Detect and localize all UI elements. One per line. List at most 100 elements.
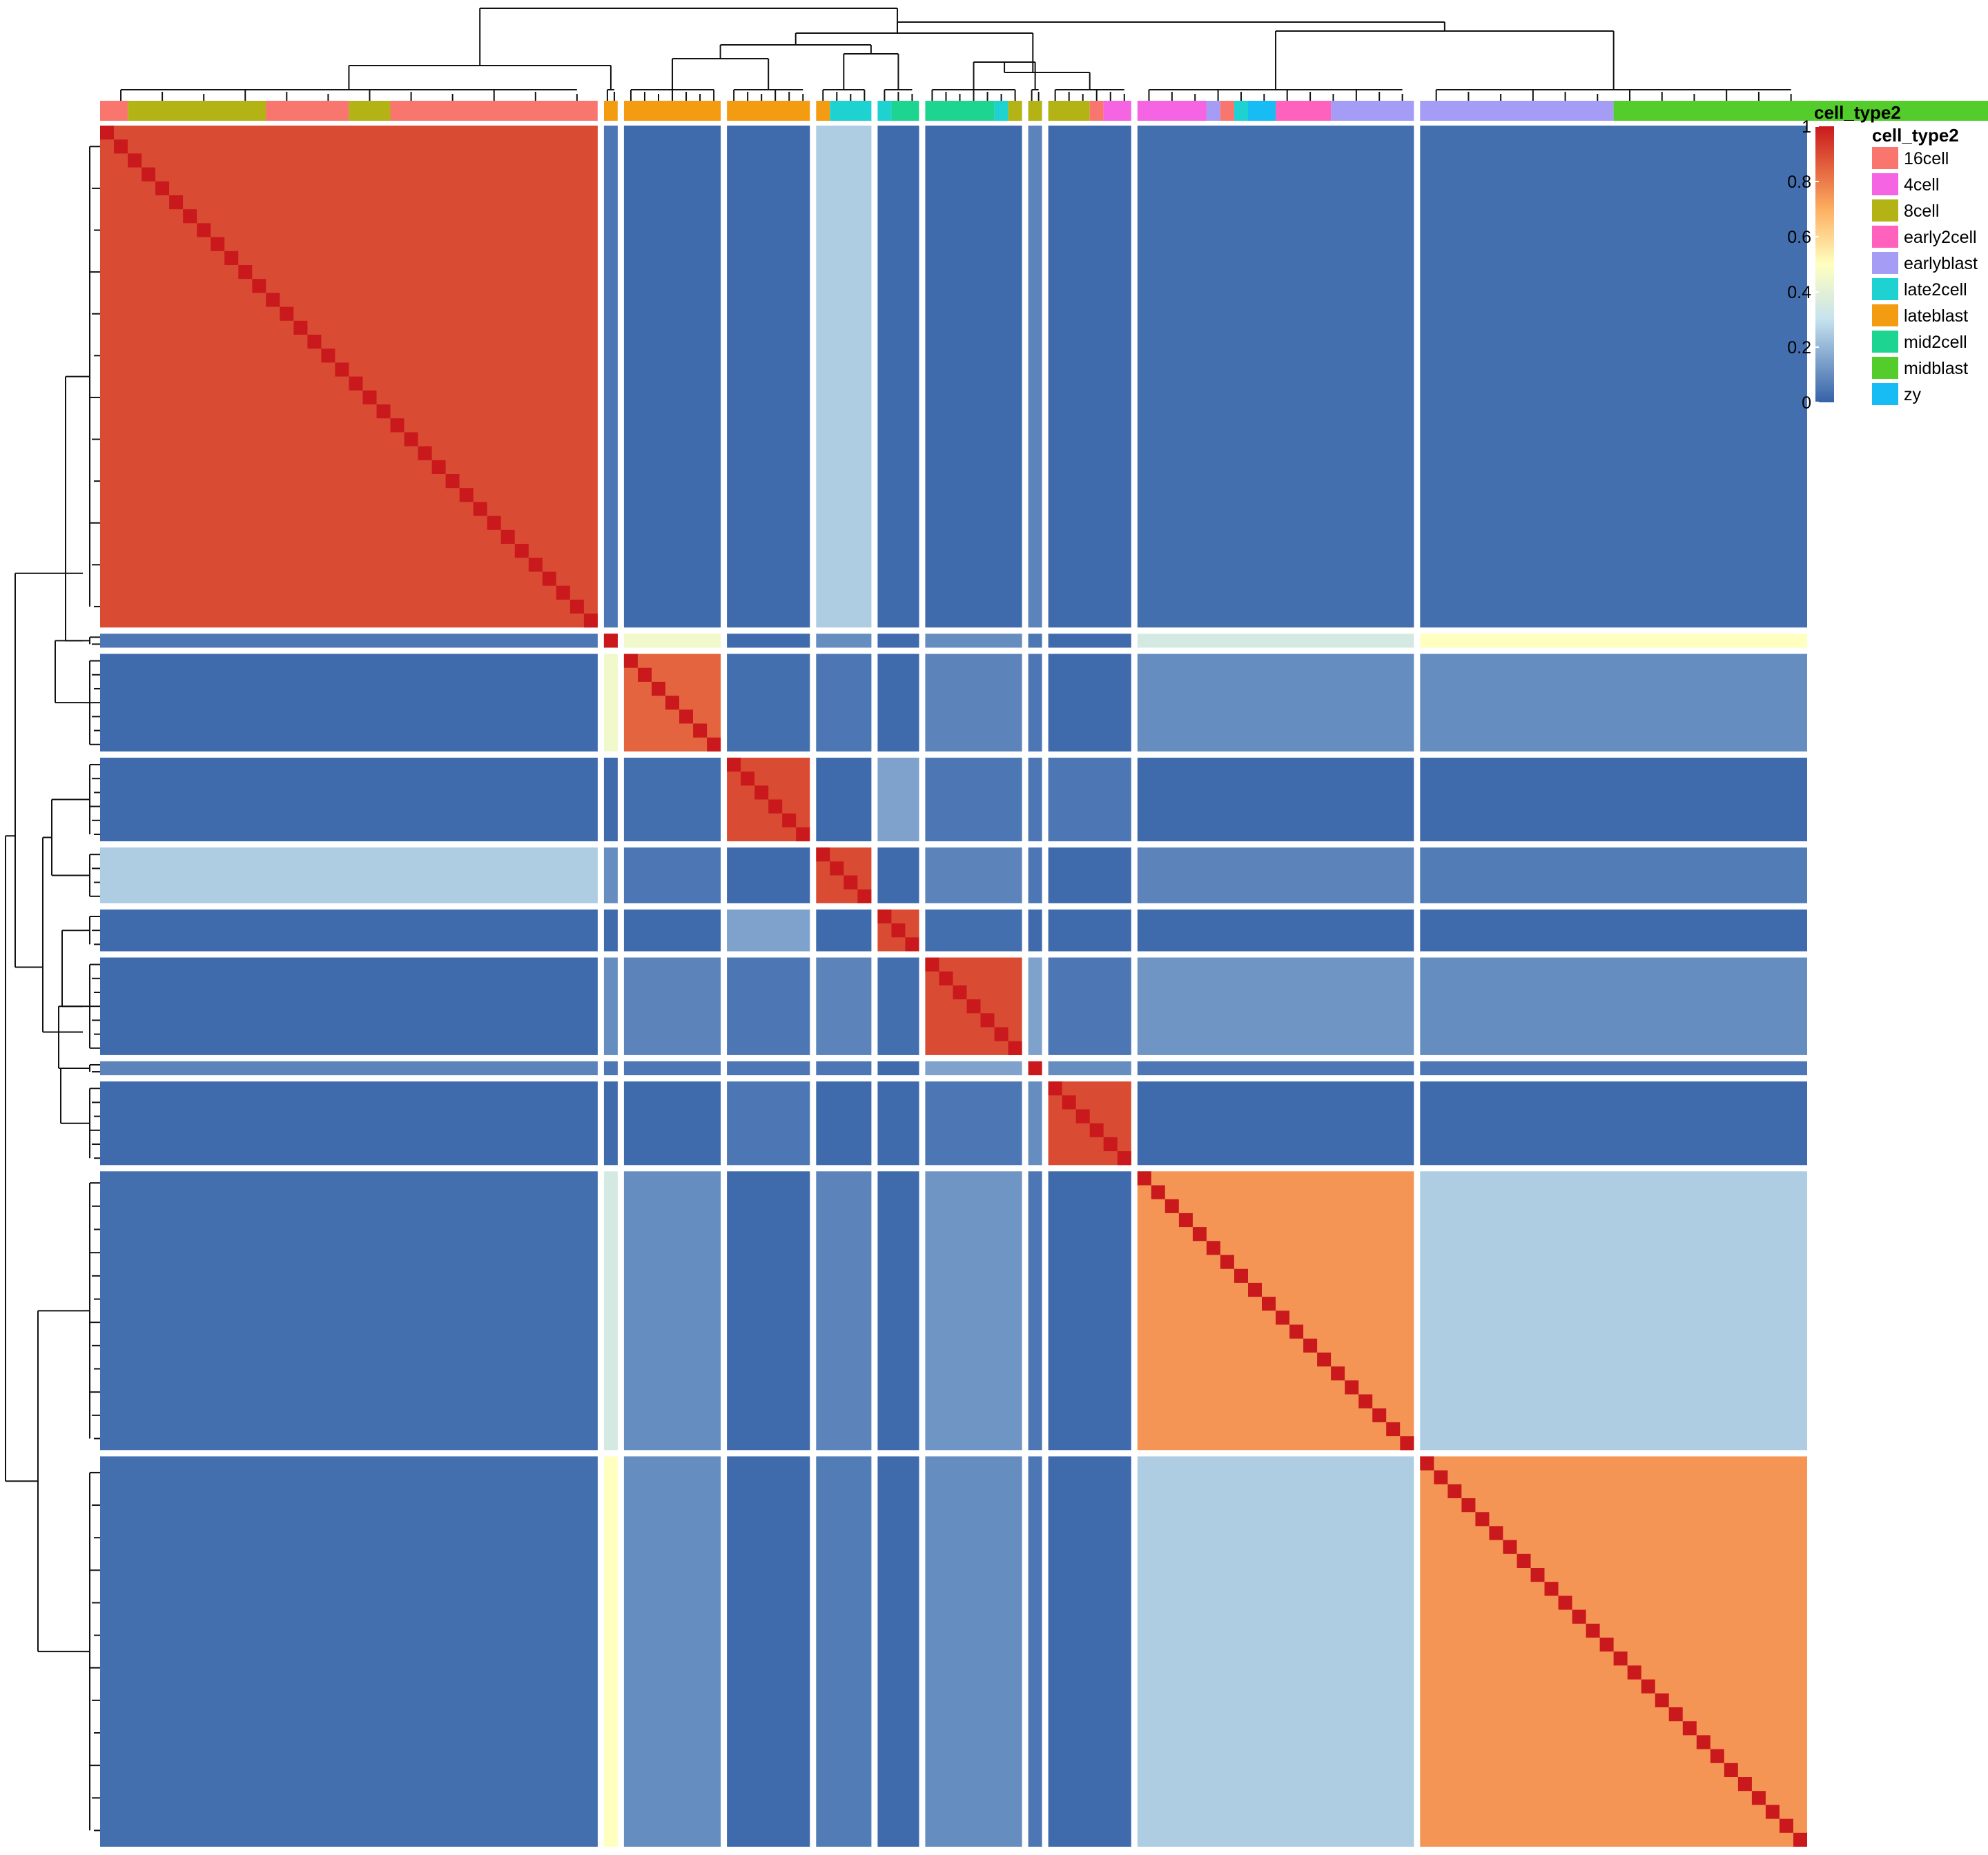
heatmap-cell	[603, 909, 618, 952]
heatmap-cell	[100, 757, 598, 842]
heatmap-cell	[1048, 634, 1131, 648]
heatmap-diagonal-cell	[603, 634, 618, 648]
heatmap-cell	[1420, 1081, 1807, 1166]
heatmap-diagonal-cell	[1178, 1213, 1193, 1228]
colorbar-tick-label: 0.4	[1787, 283, 1811, 302]
heatmap-diagonal-cell	[939, 971, 953, 985]
heatmap-cell	[1028, 1081, 1042, 1166]
annotation-segment	[128, 101, 266, 121]
legend-swatch	[1872, 304, 1898, 326]
heatmap-diagonal-cell	[1517, 1553, 1531, 1568]
heatmap-diagonal-cell	[638, 667, 652, 682]
heatmap-cell	[816, 909, 872, 952]
heatmap-cell	[727, 909, 810, 952]
heatmap-cell	[100, 1081, 598, 1166]
heatmap-cell	[603, 957, 618, 1055]
heatmap-cell	[925, 1061, 1022, 1076]
legend-swatch	[1872, 383, 1898, 405]
heatmap-cell	[877, 1171, 919, 1451]
heatmap-diagonal-cell	[1668, 1707, 1683, 1722]
colorbar-tick-label: 0.8	[1787, 173, 1811, 192]
heatmap-diagonal-cell	[128, 153, 142, 168]
colorbar-tick-label: 0	[1802, 393, 1811, 413]
heatmap-cell	[603, 847, 618, 903]
heatmap-diagonal-cell	[569, 599, 584, 614]
heatmap-diagonal-cell	[1475, 1512, 1490, 1527]
heatmap-cell	[925, 654, 1022, 752]
heatmap-diagonal-cell	[665, 696, 679, 710]
legend-label: earlyblast	[1904, 254, 1978, 273]
annotation-segment	[100, 101, 128, 121]
heatmap-diagonal-cell	[1372, 1408, 1387, 1422]
heatmap-diagonal-cell	[197, 223, 211, 237]
heatmap-cell	[1420, 757, 1807, 842]
heatmap-cell	[623, 634, 721, 648]
colorbar: 1 0.8 0.6 0.4 0.2 0	[1787, 117, 1834, 413]
heatmap-cell	[877, 1081, 919, 1166]
heatmap-diagonal-cell	[623, 654, 638, 668]
heatmap-cell	[877, 654, 919, 752]
heatmap-cell	[1420, 1061, 1807, 1076]
heatmap-cell	[1028, 634, 1042, 648]
annotation-segment	[1220, 101, 1234, 121]
heatmap-cell	[1028, 957, 1042, 1055]
annotation-gap	[597, 101, 604, 121]
heatmap-body	[100, 126, 1807, 1847]
heatmap-diagonal-cell	[727, 757, 741, 772]
heatmap-diagonal-cell	[857, 889, 872, 903]
heatmap-diagonal-cell	[155, 181, 170, 195]
annotation-segment	[1276, 101, 1332, 121]
annotation-segment	[623, 101, 830, 121]
heatmap-diagonal-cell	[390, 418, 405, 433]
annotation-segment	[266, 101, 349, 121]
legend-label: zy	[1904, 385, 1922, 404]
heatmap-diagonal-cell	[707, 737, 721, 752]
cell-type-legend: 16cell 4cell 8cell early2cell earlyblast late…	[1872, 147, 1978, 405]
heatmap-diagonal-cell	[980, 1013, 995, 1028]
colorbar-gradient	[1815, 126, 1834, 402]
heatmap-cell	[925, 1171, 1022, 1451]
heatmap-cell	[816, 1081, 872, 1166]
heatmap-diagonal-cell	[142, 167, 156, 181]
heatmap-diagonal-cell	[816, 847, 830, 862]
heatmap-cell	[1048, 1061, 1131, 1076]
annotation-segment	[390, 101, 598, 121]
heatmap-diagonal-cell	[1613, 1651, 1628, 1666]
heatmap-diagonal-cell	[1530, 1568, 1545, 1582]
heatmap-diagonal-cell	[583, 614, 598, 628]
heatmap-cell	[100, 1171, 598, 1451]
heatmap-diagonal-cell	[252, 279, 266, 293]
annotation-segment	[1206, 101, 1220, 121]
legend-swatch	[1872, 173, 1898, 195]
heatmap-cell	[816, 1171, 872, 1451]
heatmap-cell	[925, 126, 1022, 628]
heatmap-diagonal-cell	[376, 404, 391, 419]
heatmap-diagonal-cell	[1434, 1470, 1448, 1484]
annotation-gap	[1022, 101, 1029, 121]
row-dendrogram	[5, 146, 100, 1832]
heatmap-cell	[1420, 957, 1807, 1055]
heatmap-cell	[1420, 909, 1807, 952]
heatmap-cell	[1028, 1456, 1042, 1847]
heatmap-diagonal-cell	[1641, 1679, 1655, 1694]
heatmap-cell	[1048, 909, 1131, 952]
heatmap-cell	[727, 957, 810, 1055]
annotation-gap	[1042, 101, 1049, 121]
heatmap-diagonal-cell	[1572, 1609, 1586, 1624]
heatmap-diagonal-cell	[796, 827, 810, 842]
heatmap-diagonal-cell	[1276, 1311, 1289, 1325]
legend-swatch	[1872, 357, 1898, 379]
heatmap-diagonal-cell	[1461, 1498, 1476, 1513]
heatmap-cell	[727, 1081, 810, 1166]
heatmap-cell	[925, 1456, 1022, 1847]
heatmap-diagonal-cell	[830, 861, 844, 876]
annotation-segment	[603, 101, 618, 121]
heatmap-cell	[1048, 957, 1131, 1055]
heatmap-diagonal-cell	[1386, 1422, 1401, 1437]
legend-label: mid2cell	[1904, 333, 1967, 352]
heatmap-cell	[877, 757, 919, 842]
heatmap-diagonal-cell	[293, 320, 308, 335]
heatmap-diagonal-cell	[1793, 1832, 1807, 1847]
heatmap-diagonal-cell	[1779, 1818, 1793, 1833]
